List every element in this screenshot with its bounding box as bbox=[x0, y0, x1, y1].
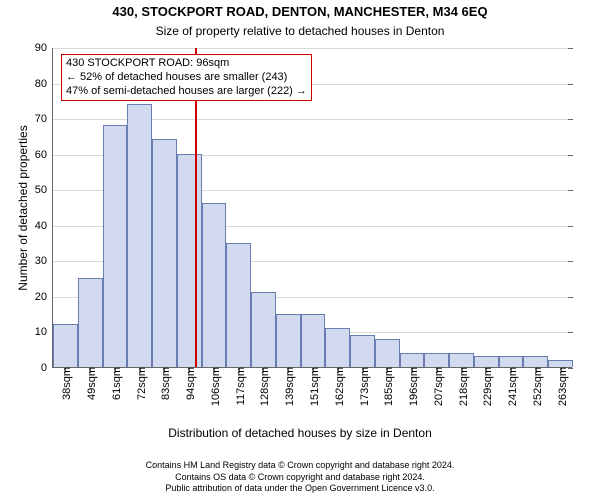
y-tick-label: 10 bbox=[35, 326, 53, 338]
footer-line2: Contains OS data © Crown copyright and d… bbox=[0, 472, 600, 483]
y-tick-mark bbox=[568, 155, 573, 156]
y-tick-mark bbox=[568, 332, 573, 333]
histogram-bar bbox=[103, 125, 128, 367]
y-tick-label: 0 bbox=[41, 362, 53, 374]
x-tick-label: 229sqm bbox=[478, 367, 494, 406]
histogram-bar bbox=[449, 353, 474, 367]
x-tick-label: 151sqm bbox=[305, 367, 321, 406]
histogram-bar bbox=[53, 324, 78, 367]
x-tick-label: 38sqm bbox=[57, 367, 73, 400]
x-tick-label: 252sqm bbox=[528, 367, 544, 406]
chart-container: 430, STOCKPORT ROAD, DENTON, MANCHESTER,… bbox=[0, 0, 600, 500]
histogram-bar bbox=[301, 314, 326, 367]
annotation-line2: ← 52% of detached houses are smaller (24… bbox=[66, 71, 307, 85]
histogram-bar bbox=[202, 203, 227, 367]
histogram-bar bbox=[251, 292, 276, 367]
x-tick-label: 196sqm bbox=[404, 367, 420, 406]
histogram-bar bbox=[424, 353, 449, 367]
x-tick-label: 139sqm bbox=[280, 367, 296, 406]
x-tick-label: 106sqm bbox=[206, 367, 222, 406]
x-tick-label: 263sqm bbox=[553, 367, 569, 406]
y-tick-mark bbox=[568, 190, 573, 191]
x-tick-label: 241sqm bbox=[503, 367, 519, 406]
y-tick-label: 20 bbox=[35, 291, 53, 303]
footer-line3: Public attribution of data under the Ope… bbox=[0, 483, 600, 494]
annotation-line1: 430 STOCKPORT ROAD: 96sqm bbox=[66, 57, 307, 71]
footer: Contains HM Land Registry data © Crown c… bbox=[0, 460, 600, 494]
x-tick-label: 162sqm bbox=[330, 367, 346, 406]
histogram-bar bbox=[226, 243, 251, 367]
x-tick-label: 61sqm bbox=[107, 367, 123, 400]
y-tick-label: 70 bbox=[35, 113, 53, 125]
histogram-bar bbox=[375, 339, 400, 367]
x-tick-label: 49sqm bbox=[82, 367, 98, 400]
histogram-bar bbox=[548, 360, 573, 367]
annotation-line3: 47% of semi-detached houses are larger (… bbox=[66, 85, 307, 99]
x-tick-label: 83sqm bbox=[156, 367, 172, 400]
x-tick-label: 207sqm bbox=[429, 367, 445, 406]
y-tick-mark bbox=[568, 84, 573, 85]
grid-line bbox=[53, 48, 572, 49]
y-tick-label: 80 bbox=[35, 78, 53, 90]
histogram-bar bbox=[400, 353, 425, 367]
x-tick-label: 117sqm bbox=[231, 367, 247, 405]
y-axis-label: Number of detached properties bbox=[16, 48, 30, 368]
y-tick-label: 60 bbox=[35, 149, 53, 161]
y-tick-label: 90 bbox=[35, 42, 53, 54]
histogram-bar bbox=[276, 314, 301, 367]
annotation-box: 430 STOCKPORT ROAD: 96sqm ← 52% of detac… bbox=[61, 54, 312, 101]
histogram-bar bbox=[78, 278, 103, 367]
x-tick-label: 94sqm bbox=[181, 367, 197, 400]
y-tick-label: 50 bbox=[35, 184, 53, 196]
chart-title: 430, STOCKPORT ROAD, DENTON, MANCHESTER,… bbox=[0, 4, 600, 19]
x-tick-label: 218sqm bbox=[454, 367, 470, 406]
y-tick-mark bbox=[568, 119, 573, 120]
y-tick-mark bbox=[568, 226, 573, 227]
footer-line1: Contains HM Land Registry data © Crown c… bbox=[0, 460, 600, 471]
histogram-bar bbox=[474, 356, 499, 367]
plot-area: 430 STOCKPORT ROAD: 96sqm ← 52% of detac… bbox=[52, 48, 572, 368]
histogram-bar bbox=[350, 335, 375, 367]
x-tick-label: 173sqm bbox=[355, 367, 371, 406]
y-tick-mark bbox=[568, 48, 573, 49]
chart-subtitle: Size of property relative to detached ho… bbox=[0, 24, 600, 38]
histogram-bar bbox=[523, 356, 548, 367]
histogram-bar bbox=[152, 139, 177, 367]
histogram-bar bbox=[177, 154, 202, 367]
y-tick-label: 40 bbox=[35, 220, 53, 232]
histogram-bar bbox=[325, 328, 350, 367]
histogram-bar bbox=[127, 104, 152, 367]
y-tick-mark bbox=[568, 297, 573, 298]
histogram-bar bbox=[499, 356, 524, 367]
x-axis-label: Distribution of detached houses by size … bbox=[0, 426, 600, 440]
y-tick-label: 30 bbox=[35, 255, 53, 267]
x-tick-label: 185sqm bbox=[379, 367, 395, 406]
x-tick-label: 128sqm bbox=[255, 367, 271, 406]
x-tick-label: 72sqm bbox=[132, 367, 148, 400]
y-tick-mark bbox=[568, 261, 573, 262]
